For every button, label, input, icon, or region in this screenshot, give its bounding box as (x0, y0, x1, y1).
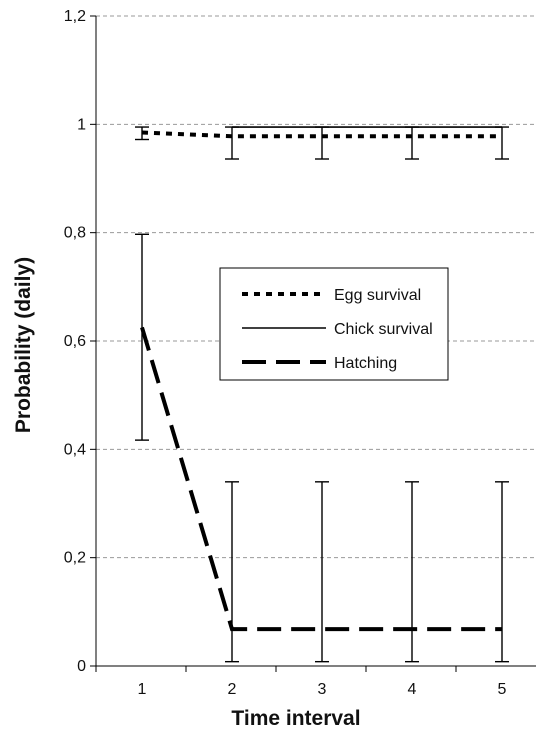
y-axis: 0 0,2 0,4 0,6 0,8 1 1,2 (64, 8, 97, 675)
y-tick-label: 0,8 (64, 225, 86, 242)
series-line-hatching (140, 326, 502, 632)
x-tick-label: 3 (318, 681, 327, 698)
error-bars (135, 126, 509, 663)
series-lines (140, 126, 502, 632)
y-tick-label: 0,4 (64, 441, 86, 458)
y-tick-label: 0 (77, 658, 86, 675)
x-tick-label: 2 (228, 681, 237, 698)
x-tick-label: 1 (138, 681, 147, 698)
x-axis-title: Time interval (231, 707, 360, 730)
y-tick-label: 0,2 (64, 550, 86, 567)
x-tick-label: 4 (408, 681, 417, 698)
legend: Egg survival Chick survival Hatching (219, 267, 449, 381)
series-line-egg-survival (141, 130, 502, 139)
y-axis-title: Probability (daily) (12, 257, 35, 433)
y-tick-label: 0,6 (64, 333, 86, 350)
x-tick-label: 5 (498, 681, 507, 698)
legend-label: Hatching (334, 355, 397, 372)
y-tick-label: 1 (77, 116, 86, 133)
legend-label: Egg survival (334, 287, 421, 304)
y-tick-label: 1,2 (64, 8, 86, 25)
legend-label: Chick survival (334, 321, 433, 338)
x-axis: 1 2 3 4 5 (95, 665, 536, 698)
